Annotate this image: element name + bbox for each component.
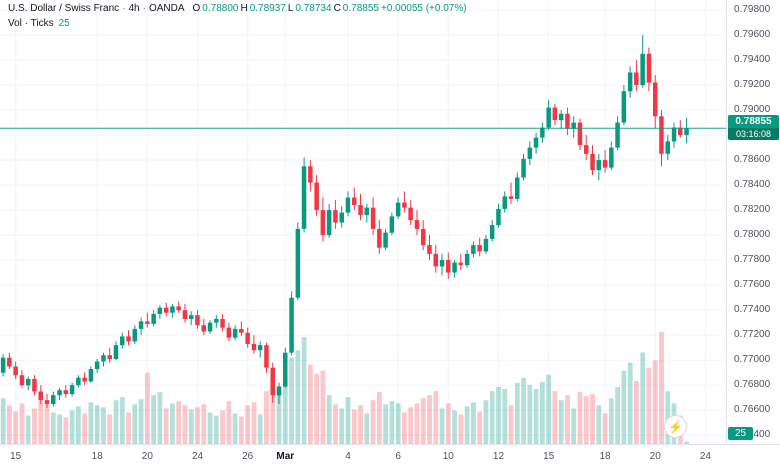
open-label: O [192, 3, 201, 14]
x-axis-label: 15 [10, 451, 22, 462]
last-volume-badge: 25 [728, 427, 754, 440]
time-axis[interactable]: 15 18 20 24 26 Mar 4 6 10 12 15 18 20 24 [0, 444, 780, 470]
chart-plot[interactable] [0, 0, 726, 444]
x-axis-label: 10 [442, 451, 454, 462]
price-axis[interactable]: 0.79800 0.79600 0.79400 0.79200 0.790000.788… [726, 0, 780, 444]
x-axis-label: 4 [345, 451, 351, 462]
close-label: C [333, 3, 341, 14]
y-axis-label: 0.79600 [734, 29, 771, 41]
timeframe-label[interactable]: 4h [128, 3, 140, 14]
low-value: 0.78734 [295, 3, 332, 14]
y-axis-label: 0.78000 [734, 229, 771, 241]
y-axis-label: 0.79200 [734, 79, 771, 91]
close-value: 0.78855 [342, 3, 379, 14]
volume-indicator-legend[interactable]: Vol · Ticks 25 [8, 18, 70, 29]
y-axis-label: 0.79000 [734, 104, 771, 116]
high-label: H [240, 3, 248, 14]
y-axis-label: 0.78200 [734, 204, 771, 216]
high-value: 0.78937 [249, 3, 286, 14]
grid-lines [0, 0, 726, 444]
bar-countdown: 03:16:08 [728, 128, 779, 141]
y-axis-label: 0.76600 [734, 404, 771, 416]
x-axis-label: 15 [543, 451, 555, 462]
y-axis-label: 0.77000 [734, 354, 771, 366]
y-axis-label: 0.77200 [734, 329, 771, 341]
volume-bars [0, 332, 689, 444]
last-price-badge: 0.78855 03:16:08 [728, 115, 779, 141]
x-axis-label: Mar [276, 451, 295, 462]
y-axis-label: 0.77800 [734, 254, 771, 266]
y-axis-label: 0.79800 [734, 4, 771, 15]
y-axis-label: 0.77600 [734, 279, 771, 291]
legend-separator: · [142, 3, 146, 14]
ohlc-values: O 0.78800 H 0.78937 L 0.78734 C 0.78855 +0.00055… [193, 3, 469, 14]
candles [0, 35, 689, 408]
chart-legend[interactable]: U.S. Dollar / Swiss Franc · 4h · OANDA O 0.788… [8, 3, 469, 14]
x-axis-label: 20 [649, 451, 661, 462]
x-axis-label: 12 [492, 451, 505, 462]
y-axis-label: 0.76800 [734, 379, 771, 391]
y-axis-label: 0.77400 [734, 304, 771, 316]
y-axis-label: 0.79400 [734, 54, 771, 66]
symbol-name[interactable]: U.S. Dollar / Swiss Franc [8, 3, 120, 14]
x-axis-label: 24 [191, 451, 204, 462]
volume-indicator-value: 25 [58, 18, 70, 29]
quick-trade-button[interactable]: ⚡ [664, 415, 687, 438]
last-price-value: 0.78855 [728, 115, 779, 129]
x-axis-label: 20 [141, 451, 153, 462]
lightning-icon: ⚡ [668, 419, 683, 434]
legend-separator: · [122, 3, 126, 14]
y-axis-label: 0.78600 [734, 154, 771, 166]
y-axis-label: 0.78400 [734, 179, 771, 191]
candlestick-chart[interactable] [0, 0, 726, 444]
x-axis-label: 18 [91, 451, 103, 462]
volume-indicator-label[interactable]: Vol · Ticks [8, 18, 54, 29]
exchange-label[interactable]: OANDA [148, 3, 185, 14]
x-axis-label: 18 [599, 451, 611, 462]
x-axis-label: 26 [242, 451, 254, 462]
open-value: 0.78800 [202, 3, 239, 14]
low-label: L [287, 3, 294, 14]
change-value: +0.00055 (+0.07%) [380, 3, 467, 14]
x-axis-label: 6 [395, 451, 401, 462]
x-axis-label: 24 [699, 451, 711, 462]
